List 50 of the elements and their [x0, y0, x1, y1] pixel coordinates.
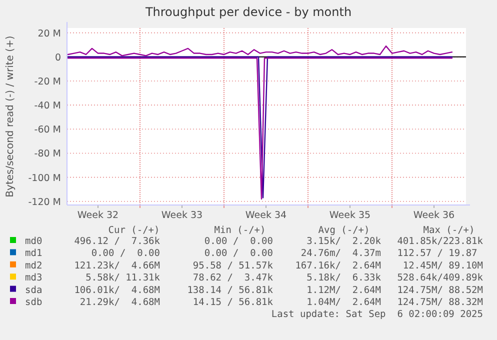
text: 124.75M/ 88.52M: [397, 284, 484, 296]
text: 78.62 / 3.47k: [192, 272, 274, 284]
y-tick-label: -120 M: [28, 196, 61, 208]
text: 112.57 / 19.87: [397, 248, 483, 260]
x-tick-label: Week 34: [245, 210, 287, 221]
text: 1.12M/ 2.64M: [306, 284, 382, 296]
text: 12.45M/ 89.10M: [402, 260, 484, 272]
text: Max (-/+): [423, 225, 475, 236]
chart-title: Throughput per device - by month: [144, 5, 352, 19]
legend-label: md0: [25, 236, 42, 247]
text: Cur (-/+): [108, 225, 160, 236]
legend-label: md1: [25, 248, 42, 260]
text: 106.01k/ 4.68M: [74, 284, 160, 296]
text: 95.58 / 51.57k: [192, 260, 274, 272]
text: 401.85k/223.81k: [397, 236, 484, 247]
text: 496.12 / 7.36k: [74, 236, 160, 247]
text: 0.00 / 0.00: [204, 248, 274, 260]
y-axis-title: Bytes/second read (-) / write (+): [5, 36, 16, 198]
y-tick-label: 0: [54, 52, 61, 64]
x-tick-label: Week 33: [161, 210, 203, 221]
x-tick-label: Week 36: [413, 210, 455, 221]
x-tick-label: Week 32: [77, 210, 119, 221]
legend-label: md2: [25, 260, 42, 272]
y-tick-label: -80 M: [34, 148, 61, 160]
text: 5.58k/ 11.31k: [86, 272, 160, 284]
text: 24.76m/ 4.37m: [300, 248, 382, 260]
text: 0.00 / 0.00: [204, 236, 274, 247]
text: Avg (-/+): [318, 225, 370, 236]
y-tick-label: -20 M: [34, 76, 61, 88]
text: 1.04M/ 2.64M: [306, 297, 382, 308]
text: Last update: Sat Sep 6 02:00:09 2025: [271, 309, 483, 320]
text: 0.00 / 0.00: [91, 248, 160, 260]
text: 21.29k/ 4.68M: [80, 297, 160, 308]
text: 3.15k/ 2.20k: [306, 236, 382, 247]
text: 5.18k/ 6.33k: [306, 272, 382, 284]
y-tick-label: 20 M: [38, 28, 61, 40]
text: 121.23k/ 4.66M: [74, 260, 160, 272]
text: Min (-/+): [214, 225, 266, 236]
y-tick-label: -40 M: [34, 100, 61, 112]
text: 138.14 / 56.81k: [187, 284, 274, 296]
legend-label: sdb: [25, 297, 42, 308]
text: 14.15 / 56.81k: [192, 297, 274, 308]
y-tick-label: -100 M: [28, 172, 61, 184]
legend-label: md3: [25, 272, 42, 284]
text: 167.16k/ 2.64M: [295, 260, 382, 272]
y-tick-label: -60 M: [34, 124, 61, 136]
text: 124.75M/ 88.32M: [397, 297, 484, 308]
x-tick-label: Week 35: [329, 210, 371, 221]
legend-label: sda: [25, 284, 42, 296]
text: 528.64k/409.89k: [397, 272, 484, 284]
